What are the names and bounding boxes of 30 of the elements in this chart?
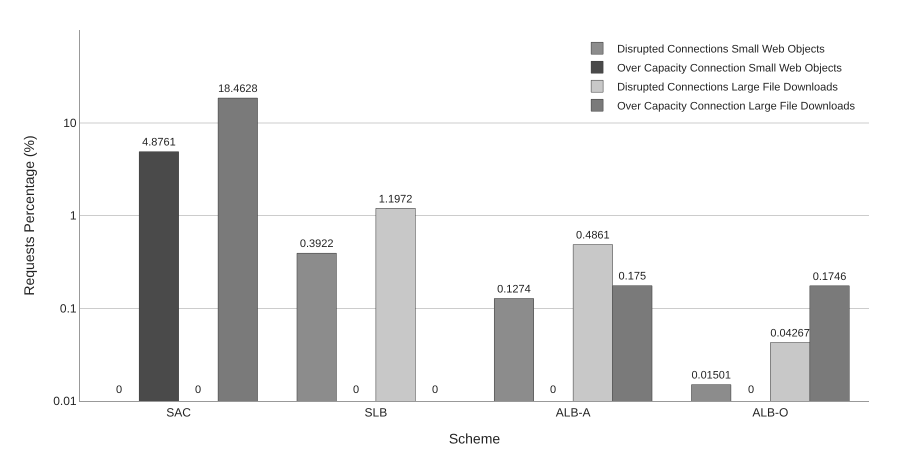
text: 0 <box>195 384 202 396</box>
data-label: 0.01501 <box>691 370 731 382</box>
data-label: 0.1746 <box>812 270 846 283</box>
legend-label: Disrupted Connections Large File Downloads <box>617 82 838 94</box>
x-tick-label: ALB-A <box>556 405 590 420</box>
text: 0 <box>432 384 438 396</box>
y-tick-label: 1 <box>70 208 77 223</box>
data-label: 4.8761 <box>142 136 176 149</box>
data-label: 0.175 <box>618 270 646 283</box>
x-tick-label: SAC <box>166 405 192 420</box>
data-label: 0.04267 <box>770 328 810 340</box>
y-axis-title: Requests Percentage (%) <box>20 135 37 296</box>
text: 0 <box>353 384 360 396</box>
x-axis-title: Scheme <box>448 430 500 447</box>
text: 0 <box>116 384 122 396</box>
y-tick-label: 0.1 <box>60 301 77 316</box>
legend-label: Disrupted Connections Small Web Objects <box>617 44 826 56</box>
data-label: 0.1274 <box>497 284 531 296</box>
legend-label: Over Capacity Connection Small Web Objects <box>617 62 842 74</box>
text: 0 <box>748 384 754 396</box>
data-label: 1.1972 <box>378 193 412 206</box>
data-label: 0.4861 <box>576 230 610 242</box>
x-tick-label: ALB-O <box>752 405 788 420</box>
y-tick-label: 10 <box>63 116 77 130</box>
x-tick-label: SLB <box>364 405 388 420</box>
text: 0 <box>550 384 556 396</box>
y-tick-label: 0.01 <box>53 394 77 408</box>
data-label: 18.4628 <box>218 83 258 96</box>
legend-label: Over Capacity Connection Large File Downloads <box>617 100 856 112</box>
data-label: 0.3922 <box>300 238 334 250</box>
